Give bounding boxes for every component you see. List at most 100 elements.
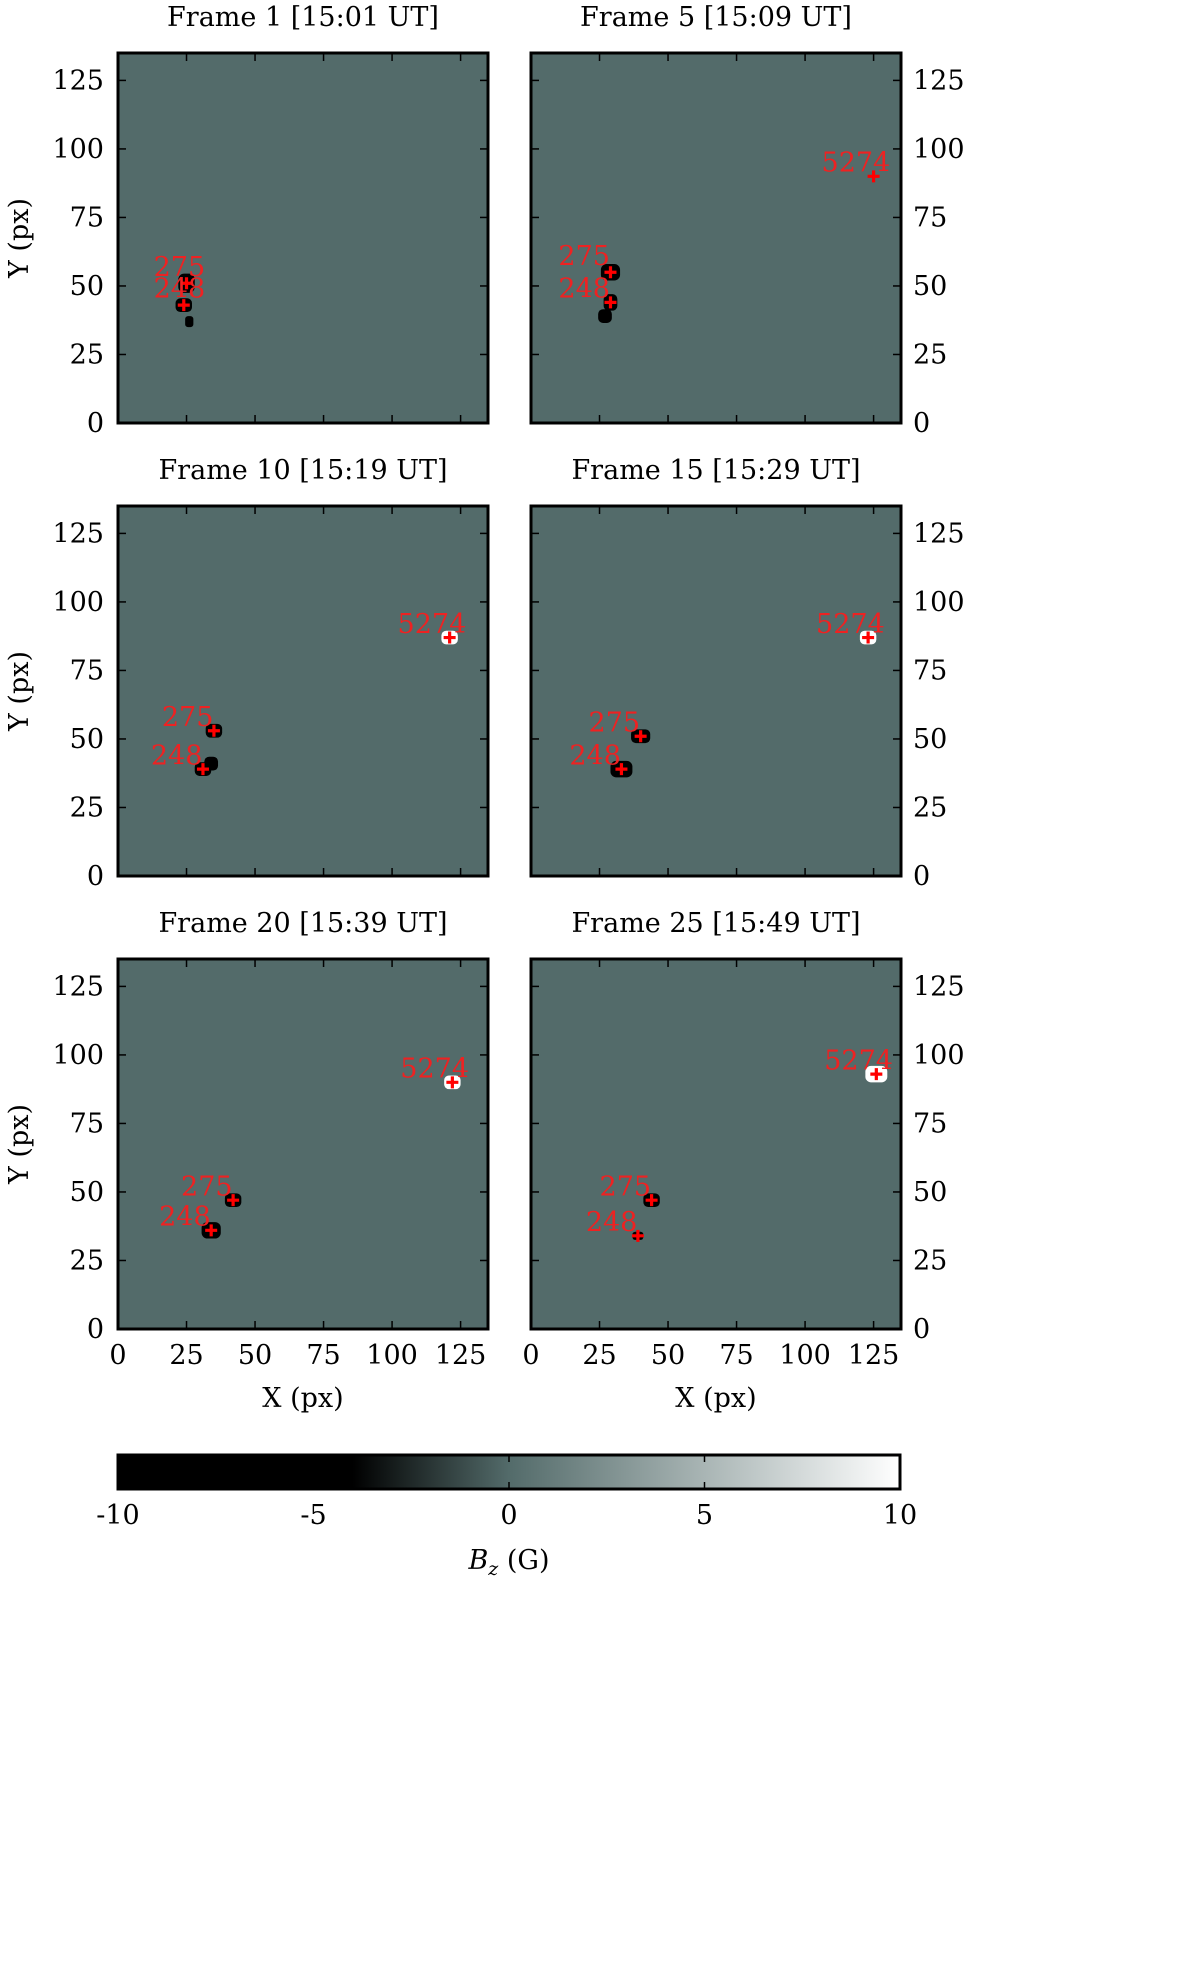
x-axis-label: X (px) <box>675 1383 756 1414</box>
x-axis-label: X (px) <box>262 1383 343 1414</box>
feature-label-5274: 5274 <box>400 1054 469 1085</box>
magnetogram-background <box>118 959 488 1329</box>
feature-label-275: 275 <box>162 702 214 733</box>
y-tick-label: 50 <box>70 1177 104 1208</box>
y-tick-label: 0 <box>913 861 930 892</box>
feature-marker-5274 <box>870 1068 883 1081</box>
feature-label-275: 275 <box>589 708 641 739</box>
x-tick-label: 25 <box>582 1340 616 1371</box>
y-tick-label: 25 <box>913 339 947 370</box>
feature-label-5274: 5274 <box>822 148 891 179</box>
panel-title: Frame 20 [15:39 UT] <box>158 908 447 939</box>
colorbar-label: Bz (G) <box>467 1545 549 1580</box>
feature-label-275: 275 <box>558 241 610 272</box>
feature-label-275: 275 <box>154 252 206 283</box>
y-tick-label: 100 <box>913 134 965 165</box>
y-tick-label: 25 <box>70 339 104 370</box>
feature-label-248: 248 <box>586 1207 638 1238</box>
panel-title: Frame 1 [15:01 UT] <box>167 2 439 33</box>
y-tick-label: 100 <box>52 1040 104 1071</box>
y-tick-label: 125 <box>913 971 965 1002</box>
panel-title: Frame 5 [15:09 UT] <box>580 2 852 33</box>
panel-title: Frame 10 [15:19 UT] <box>158 455 447 486</box>
panel-frame <box>529 504 903 878</box>
panel-title: Frame 15 [15:29 UT] <box>571 455 860 486</box>
feature-marker-5274 <box>867 170 880 183</box>
colorbar-tick-label: 0 <box>500 1500 517 1531</box>
panel-3: Frame 10 [15:19 UT] 5274 275 248 0 25 50 75 100 1… <box>4 455 490 892</box>
feature-marker-248 <box>615 763 628 776</box>
feature-marker-5274 <box>446 1076 459 1089</box>
y-tick-label: 125 <box>913 518 965 549</box>
y-tick-label: 50 <box>70 271 104 302</box>
colorbar-tick-label: -5 <box>300 1500 326 1531</box>
x-tick-label: 75 <box>719 1340 753 1371</box>
y-tick-label: 0 <box>87 861 104 892</box>
feature-marker-275 <box>604 266 617 279</box>
y-axis-label: Y (px) <box>4 651 35 732</box>
feature-blob <box>185 316 194 328</box>
feature-marker-5274 <box>443 631 456 644</box>
y-tick-label: 75 <box>913 655 947 686</box>
feature-label-248: 248 <box>569 740 621 771</box>
colorbar-label-unit: (G) <box>498 1545 549 1576</box>
feature-marker-275 <box>180 277 193 290</box>
magnetogram-background <box>118 53 488 423</box>
panel-title: Frame 25 [15:49 UT] <box>571 908 860 939</box>
feature-marker-248 <box>631 1229 644 1242</box>
y-tick-label: 100 <box>913 587 965 618</box>
panel-frame <box>529 51 903 425</box>
y-tick-label: 75 <box>70 202 104 233</box>
feature-label-248: 248 <box>558 274 610 305</box>
feature-label-5274: 5274 <box>398 609 467 640</box>
feature-marker-275 <box>207 724 220 737</box>
y-tick-label: 50 <box>913 724 947 755</box>
y-tick-label: 25 <box>913 792 947 823</box>
y-tick-label: 125 <box>52 65 104 96</box>
y-axis-label: Y (px) <box>4 1104 35 1185</box>
colorbar-tick-label: 5 <box>696 1500 713 1531</box>
y-axis-label: Y (px) <box>4 198 35 279</box>
panel-frame <box>116 957 490 1331</box>
feature-marker-248 <box>205 1224 218 1237</box>
y-tick-label: 75 <box>913 202 947 233</box>
y-tick-label: 0 <box>87 1314 104 1345</box>
feature-label-248: 248 <box>151 740 203 771</box>
y-tick-label: 75 <box>70 655 104 686</box>
x-tick-label: 75 <box>306 1340 340 1371</box>
y-tick-label: 100 <box>913 1040 965 1071</box>
feature-marker-275 <box>645 1194 658 1207</box>
feature-label-248: 248 <box>154 274 206 305</box>
x-tick-label: 125 <box>848 1340 900 1371</box>
feature-marker-248 <box>196 763 209 776</box>
y-tick-label: 0 <box>913 1314 930 1345</box>
feature-label-5274: 5274 <box>816 609 885 640</box>
x-tick-label: 25 <box>169 1340 203 1371</box>
y-tick-label: 0 <box>87 408 104 439</box>
colorbar-tick-label: -10 <box>96 1500 139 1531</box>
panel-frame <box>116 51 490 425</box>
y-tick-label: 25 <box>913 1245 947 1276</box>
x-tick-label: 0 <box>109 1340 126 1371</box>
y-tick-label: 100 <box>52 587 104 618</box>
feature-label-275: 275 <box>600 1171 652 1202</box>
y-tick-label: 0 <box>913 408 930 439</box>
x-tick-label: 0 <box>522 1340 539 1371</box>
feature-marker-5274 <box>862 631 875 644</box>
panel-frame <box>529 957 903 1331</box>
feature-label-5274: 5274 <box>824 1045 893 1076</box>
feature-marker-248 <box>604 296 617 309</box>
y-tick-label: 50 <box>70 724 104 755</box>
y-tick-label: 100 <box>52 134 104 165</box>
y-tick-label: 25 <box>70 792 104 823</box>
feature-label-275: 275 <box>181 1171 233 1202</box>
x-tick-label: 125 <box>435 1340 487 1371</box>
x-tick-label: 100 <box>779 1340 831 1371</box>
colorbar-tick-label: 10 <box>883 1500 917 1531</box>
colorbar: -10 -5 0 5 10 Bz (G) <box>96 1453 917 1580</box>
